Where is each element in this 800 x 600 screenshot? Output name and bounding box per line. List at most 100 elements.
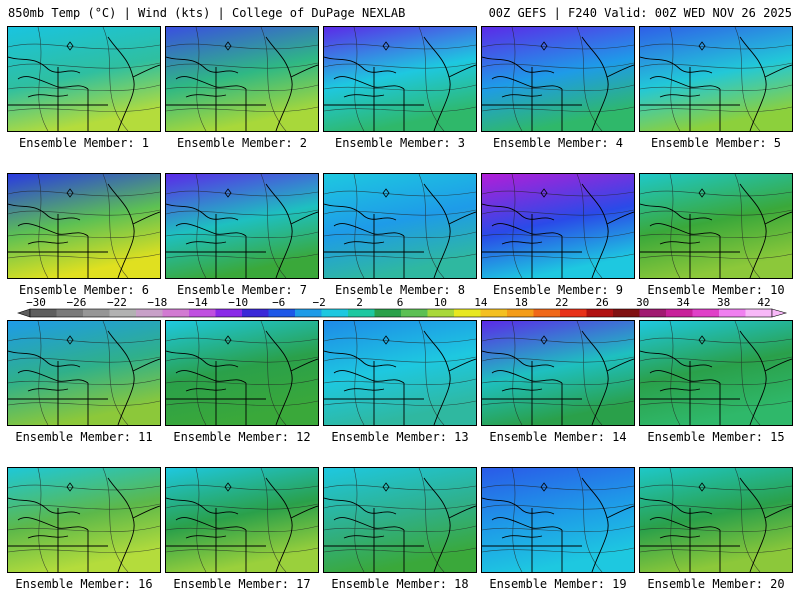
colorbar-swatch (374, 309, 402, 317)
temperature-map (482, 27, 634, 131)
ensemble-member-map-panel (481, 320, 635, 426)
colorbar-swatch (136, 309, 163, 317)
contour-lines (482, 468, 634, 572)
colorbar-swatch (745, 309, 773, 317)
colorbar-tick-label: 10 (434, 296, 447, 309)
temperature-map (166, 174, 318, 278)
marker-icon (540, 335, 548, 345)
ensemble-member-caption: Ensemble Member: 2 (176, 136, 308, 150)
colorbar-swatch (560, 309, 587, 317)
temperature-map (8, 468, 160, 572)
geography-lines (482, 330, 634, 425)
geography-lines (482, 36, 634, 131)
ensemble-member-caption: Ensemble Member: 7 (176, 283, 308, 297)
colorbar-swatch (162, 309, 190, 317)
temperature-field (166, 468, 318, 572)
colorbar-tick-label: 26 (596, 296, 609, 309)
ensemble-member-map-panel (323, 26, 477, 132)
ensemble-member-caption: Ensemble Member: 4 (492, 136, 624, 150)
temperature-field (8, 174, 160, 278)
temperature-field (482, 468, 634, 572)
ensemble-member-caption: Ensemble Member: 18 (331, 577, 469, 591)
geography-lines (482, 477, 634, 572)
contour-lines (324, 174, 476, 278)
geography-lines (166, 36, 318, 131)
ensemble-member-caption: Ensemble Member: 17 (173, 577, 311, 591)
colorbar-swatch (586, 309, 614, 317)
colorbar-swatch (295, 309, 322, 317)
model-run-label: 00Z GEFS | F240 Valid: 00Z WED NOV 26 20… (488, 6, 792, 20)
marker-icon (224, 41, 232, 51)
ensemble-member-caption: Ensemble Member: 14 (489, 430, 627, 444)
temperature-map (8, 27, 160, 131)
colorbar-swatch (613, 309, 640, 317)
temperature-map (8, 321, 160, 425)
geography-lines (324, 330, 476, 425)
ensemble-member-caption: Ensemble Member: 10 (647, 283, 785, 297)
colorbar-tick-label: 2 (356, 296, 363, 309)
geography-lines (640, 183, 792, 278)
temperature-colorbar: −30 −26 −22 −18 −14 −10 −6 −2 2 6 10 14 18 22 26 30 34 38… (17, 296, 788, 318)
temperature-field (640, 321, 792, 425)
colorbar-swatch (56, 309, 84, 317)
marker-icon (698, 335, 706, 345)
colorbar-left-arrow (17, 308, 31, 318)
contour-lines (8, 468, 160, 572)
marker-icon (382, 41, 390, 51)
temperature-field (8, 468, 160, 572)
marker-icon (224, 335, 232, 345)
ensemble-member-map-panel (165, 320, 319, 426)
map-title: 850mb Temp (°C) | Wind (kts) | College o… (8, 6, 406, 20)
colorbar-tick-label: 22 (555, 296, 568, 309)
ensemble-member-map-panel (639, 26, 793, 132)
marker-icon (698, 482, 706, 492)
ensemble-member-caption: Ensemble Member: 1 (18, 136, 150, 150)
colorbar-swatch (242, 309, 269, 317)
colorbar-swatch (639, 309, 667, 317)
colorbar-tick-label: −22 (107, 296, 127, 309)
geography-lines (640, 36, 792, 131)
temperature-map (324, 174, 476, 278)
temperature-field (8, 27, 160, 131)
colorbar-tick-label: −14 (188, 296, 208, 309)
temperature-field (8, 321, 160, 425)
colorbar-tick-label: 18 (515, 296, 528, 309)
temperature-field (482, 321, 634, 425)
marker-icon (224, 482, 232, 492)
ensemble-member-caption: Ensemble Member: 9 (492, 283, 624, 297)
colorbar-swatch (215, 309, 243, 317)
ensemble-member-map-panel (639, 173, 793, 279)
colorbar-tick-label: −30 (26, 296, 46, 309)
ensemble-member-caption: Ensemble Member: 20 (647, 577, 785, 591)
temperature-map (166, 468, 318, 572)
colorbar-right-arrow (771, 308, 788, 318)
temperature-map (482, 174, 634, 278)
ensemble-member-caption: Ensemble Member: 19 (489, 577, 627, 591)
temperature-map (8, 174, 160, 278)
colorbar-swatch (666, 309, 693, 317)
geography-lines (324, 477, 476, 572)
ensemble-member-caption: Ensemble Member: 6 (18, 283, 150, 297)
ensemble-member-caption: Ensemble Member: 11 (15, 430, 153, 444)
ensemble-member-map-panel (323, 320, 477, 426)
temperature-map (324, 321, 476, 425)
temperature-field (324, 468, 476, 572)
ensemble-member-caption: Ensemble Member: 12 (173, 430, 311, 444)
temperature-map (324, 27, 476, 131)
ensemble-member-map-panel (7, 26, 161, 132)
ensemble-member-caption: Ensemble Member: 15 (647, 430, 785, 444)
marker-icon (382, 335, 390, 345)
contour-lines (640, 174, 792, 278)
ensemble-member-map-panel (639, 320, 793, 426)
ensemble-member-caption: Ensemble Member: 13 (331, 430, 469, 444)
ensemble-member-caption: Ensemble Member: 5 (650, 136, 782, 150)
colorbar-tick-label: −2 (312, 296, 325, 309)
ensemble-member-map-panel (7, 320, 161, 426)
ensemble-member-map-panel (165, 467, 319, 573)
contour-lines (8, 174, 160, 278)
geography-lines (324, 36, 476, 131)
temperature-map (324, 468, 476, 572)
temperature-field (482, 174, 634, 278)
colorbar-swatch (507, 309, 534, 317)
temperature-field (166, 321, 318, 425)
